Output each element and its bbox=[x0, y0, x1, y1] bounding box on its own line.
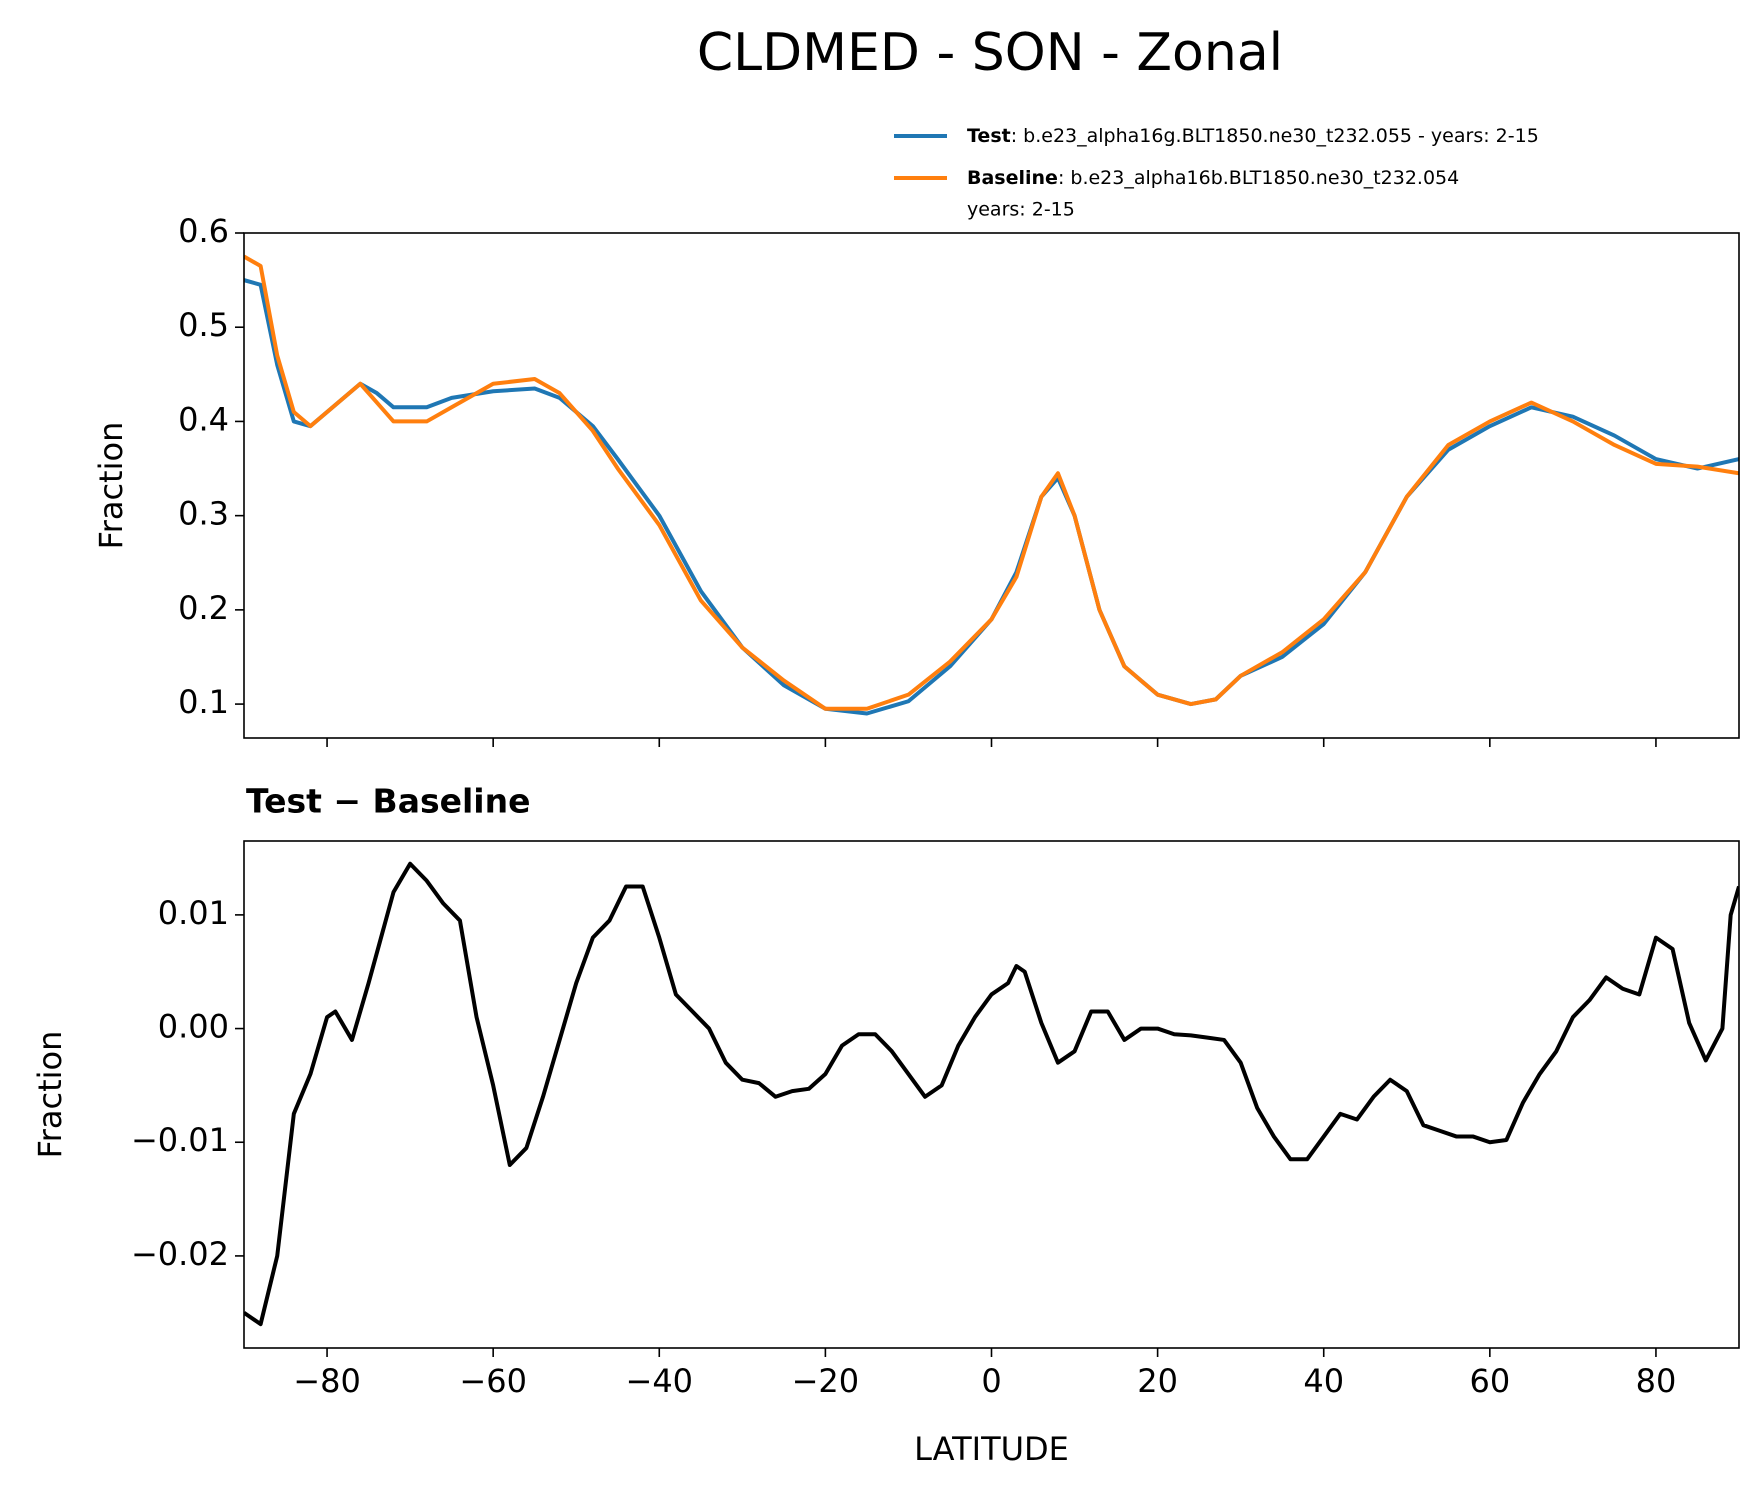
y-tick-label: 0.4 bbox=[178, 400, 229, 438]
y-tick-label: 0.2 bbox=[178, 589, 229, 627]
legend-detail: : b.e23_alpha16g.BLT1850.ne30_t232.055 -… bbox=[1011, 125, 1539, 147]
line-series bbox=[244, 254, 1739, 711]
x-tick-label: 20 bbox=[1137, 1362, 1178, 1400]
chart-title: CLDMED - SON - Zonal bbox=[697, 23, 1283, 83]
x-tick-label: 40 bbox=[1303, 1362, 1344, 1400]
y-axis-label: Fraction bbox=[92, 422, 130, 550]
y-tick-label: 0.00 bbox=[158, 1008, 229, 1046]
legend-label: Test: b.e23_alpha16g.BLT1850.ne30_t232.0… bbox=[967, 125, 1539, 147]
line-series bbox=[244, 861, 1739, 1327]
legend-label: Baseline: b.e23_alpha16b.BLT1850.ne30_t2… bbox=[967, 167, 1459, 189]
legend-name: Baseline bbox=[967, 167, 1058, 189]
x-tick-label: −20 bbox=[792, 1362, 860, 1400]
y-tick-label: 0.3 bbox=[178, 495, 229, 533]
line-series bbox=[244, 278, 1739, 716]
x-tick-label: 0 bbox=[981, 1362, 1001, 1400]
y-axis-label: Fraction bbox=[31, 1031, 69, 1159]
legend-detail: years: 2-15 bbox=[967, 199, 1075, 221]
x-tick-label: −40 bbox=[626, 1362, 694, 1400]
y-tick-label: 0.1 bbox=[178, 683, 229, 721]
subplot-title: Test − Baseline bbox=[246, 782, 531, 821]
x-tick-label: 60 bbox=[1469, 1362, 1510, 1400]
y-tick-label: −0.02 bbox=[131, 1235, 229, 1273]
legend-name: Test bbox=[967, 125, 1011, 147]
plot-area bbox=[244, 861, 1739, 1327]
y-tick-label: −0.01 bbox=[131, 1121, 229, 1159]
legend-detail: : b.e23_alpha16b.BLT1850.ne30_t232.054 bbox=[1058, 167, 1459, 189]
y-tick-label: 0.5 bbox=[178, 306, 229, 344]
axes-frame bbox=[243, 840, 1740, 1349]
y-tick-label: 0.01 bbox=[158, 894, 229, 932]
y-tick-label: 0.6 bbox=[178, 212, 229, 250]
x-tick-label: −60 bbox=[459, 1362, 527, 1400]
x-tick-label: −80 bbox=[293, 1362, 361, 1400]
x-axis-label: LATITUDE bbox=[914, 1430, 1069, 1468]
plot-area bbox=[244, 254, 1739, 716]
axes-frame bbox=[243, 232, 1740, 739]
x-tick-label: 80 bbox=[1636, 1362, 1677, 1400]
